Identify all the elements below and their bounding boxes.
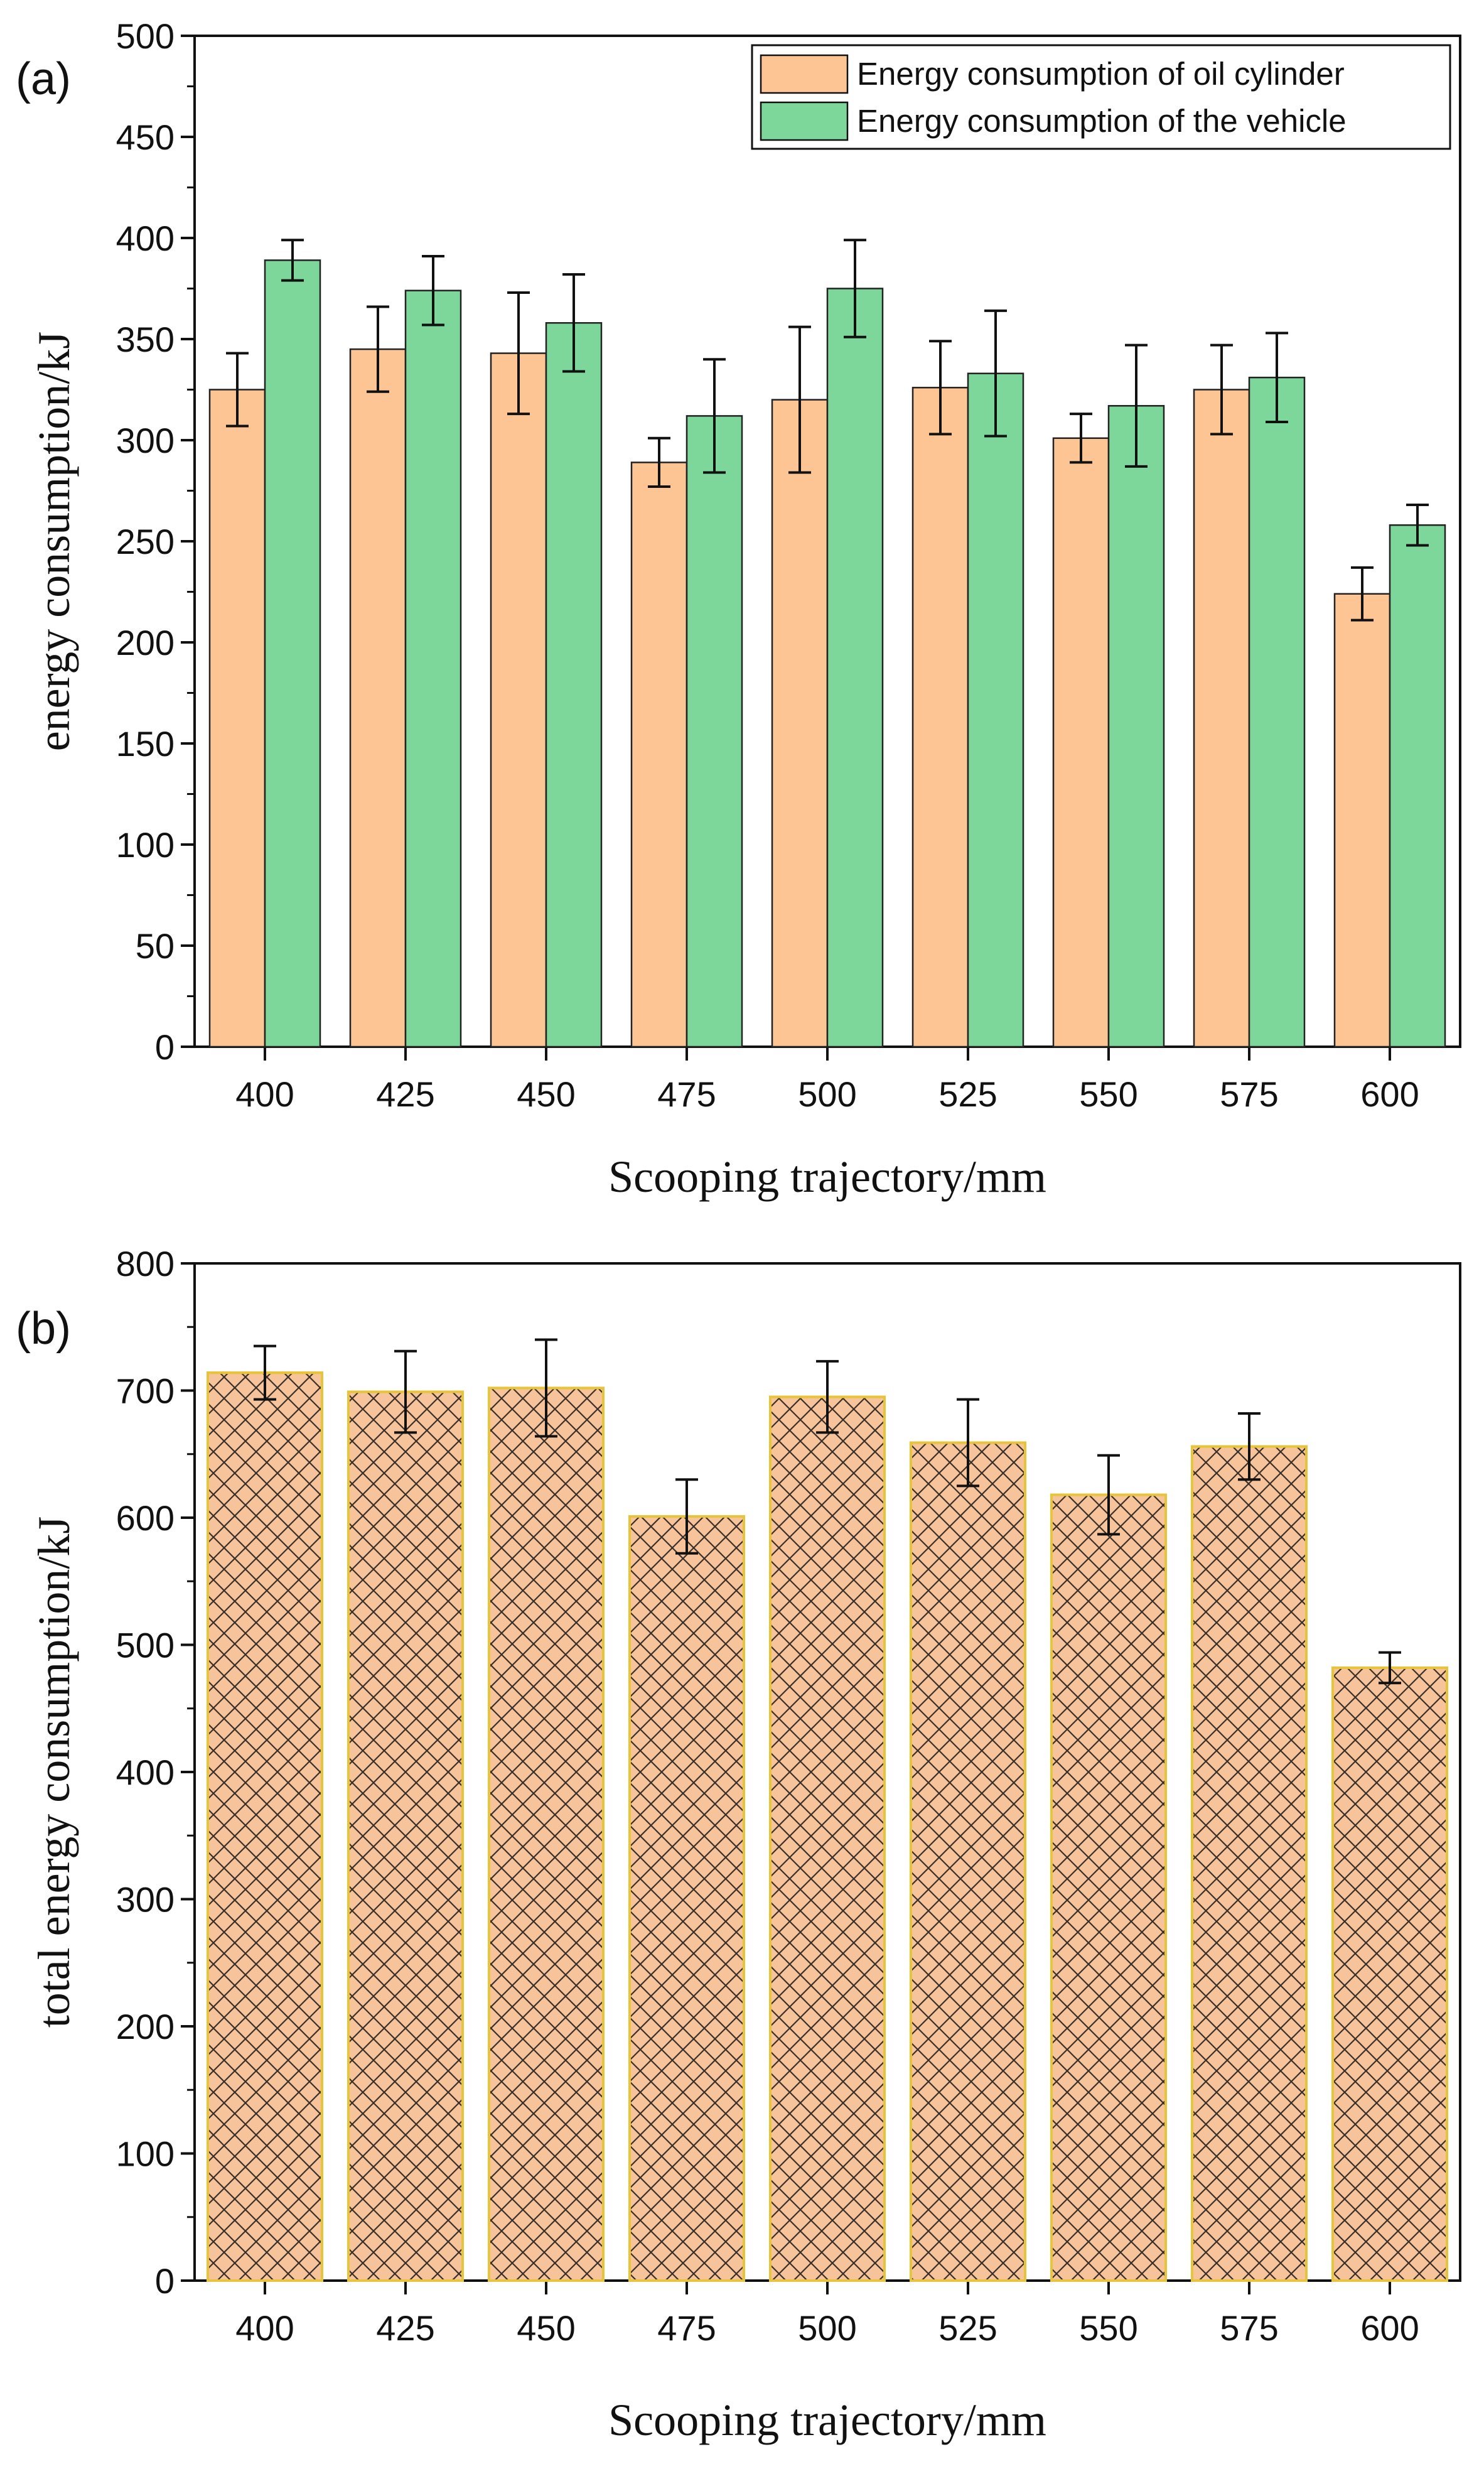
bar: [826, 288, 884, 1048]
x-tick-label: 425: [376, 1074, 434, 1114]
bar-hatch: [488, 1386, 605, 2282]
x-tick-label: 525: [938, 2308, 997, 2348]
x-tick-label: 525: [938, 1074, 997, 1114]
x-tick-label: 600: [1360, 1074, 1419, 1114]
bar: [1193, 389, 1250, 1048]
y-tick-label: 800: [116, 1244, 175, 1283]
bar-hatch: [1331, 1666, 1448, 2282]
chart-a-y-axis-title: energy consumption/kJ: [29, 332, 79, 752]
chart-a-panel-label: (a): [16, 54, 71, 104]
chart-a-x-axis-title: Scooping trajectory/mm: [608, 1152, 1046, 1202]
bar: [545, 321, 603, 1048]
x-tick-label: 450: [517, 1074, 575, 1114]
chart-b-bars: [207, 1338, 1448, 2283]
bar: [1107, 405, 1165, 1048]
y-tick-label: 300: [116, 421, 175, 460]
y-tick-label: 0: [155, 2261, 175, 2301]
bar: [349, 348, 407, 1048]
chart-b-y-axis: 0 100 200 300 400 500 600 700 800: [116, 1244, 195, 2301]
x-tick-label: 450: [517, 2308, 575, 2348]
y-tick-label: 200: [116, 2007, 175, 2046]
y-tick-label: 150: [116, 724, 175, 764]
chart-a-bars: [208, 239, 1446, 1048]
chart-b-panel-label: (b): [16, 1304, 71, 1354]
y-tick-label: 0: [155, 1027, 175, 1067]
legend-swatch-oil-cylinder: [760, 54, 849, 94]
x-tick-label: 400: [235, 2308, 294, 2348]
bar: [686, 415, 743, 1048]
x-tick-label: 550: [1079, 1074, 1137, 1114]
legend-box: [751, 44, 1451, 150]
bar: [1052, 437, 1110, 1048]
chart-a-legend: Energy consumption of oil cylinder Energ…: [751, 44, 1451, 150]
x-tick-label: 575: [1220, 1074, 1278, 1114]
bar: [967, 372, 1024, 1048]
x-tick-label: 475: [657, 2308, 716, 2348]
legend-label-vehicle: Energy consumption of the vehicle: [857, 103, 1347, 139]
y-tick-label: 100: [116, 2134, 175, 2174]
bar: [630, 462, 688, 1048]
bar: [404, 289, 462, 1048]
x-tick-label: 600: [1360, 2308, 1419, 2348]
y-tick-label: 50: [136, 926, 175, 966]
bar: [490, 352, 547, 1048]
y-tick-label: 350: [116, 320, 175, 359]
x-tick-label: 400: [235, 1074, 294, 1114]
bar: [208, 389, 266, 1048]
bar: [264, 259, 321, 1048]
bar: [1389, 524, 1446, 1048]
legend-swatch-vehicle: [760, 101, 849, 141]
bar-hatch: [347, 1390, 464, 2282]
y-tick-label: 450: [116, 117, 175, 157]
chart-a: (a) 0 50 100 150 200 250 300 350 400 450 500 400 42…: [16, 16, 1461, 1202]
y-tick-label: 400: [116, 219, 175, 258]
y-tick-label: 500: [116, 16, 175, 56]
y-tick-label: 100: [116, 825, 175, 865]
bar: [911, 387, 969, 1048]
bar: [1248, 376, 1306, 1048]
x-tick-label: 500: [798, 1074, 856, 1114]
y-tick-label: 250: [116, 522, 175, 561]
x-tick-label: 425: [376, 2308, 434, 2348]
bar-hatch: [628, 1515, 745, 2283]
chart-a-y-axis: 0 50 100 150 200 250 300 350 400 450 500: [116, 16, 195, 1067]
x-tick-label: 550: [1079, 2308, 1137, 2348]
bar: [771, 399, 829, 1048]
x-tick-label: 475: [657, 1074, 716, 1114]
bar-hatch: [910, 1441, 1026, 2282]
bar-hatch: [207, 1371, 323, 2282]
x-tick-label: 500: [798, 2308, 856, 2348]
y-tick-label: 600: [116, 1498, 175, 1538]
chart-a-x-axis: 400 425 450 475 500 525 550 575 600: [235, 1047, 1419, 1114]
bar-hatch: [1050, 1493, 1167, 2282]
y-tick-label: 200: [116, 623, 175, 662]
legend-label-oil-cylinder: Energy consumption of oil cylinder: [857, 56, 1345, 92]
y-tick-label: 300: [116, 1880, 175, 1920]
y-tick-label: 400: [116, 1753, 175, 1792]
bar: [1333, 593, 1391, 1048]
chart-b-x-axis: 400 425 450 475 500 525 550 575 600: [235, 2281, 1419, 2348]
x-tick-label: 575: [1220, 2308, 1278, 2348]
bar-hatch: [1191, 1445, 1308, 2283]
y-tick-label: 700: [116, 1371, 175, 1411]
chart-b-y-axis-title: total energy consumption/kJ: [29, 1516, 79, 2028]
y-tick-label: 500: [116, 1626, 175, 1665]
bar-hatch: [769, 1395, 886, 2282]
chart-b-x-axis-title: Scooping trajectory/mm: [608, 2395, 1046, 2445]
